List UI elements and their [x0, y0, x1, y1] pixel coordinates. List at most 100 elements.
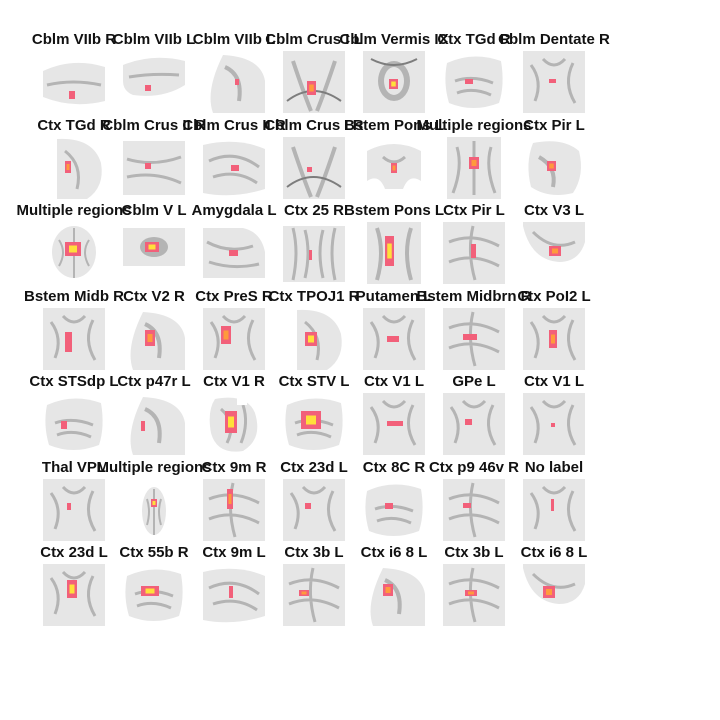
- brain-slice-panel: Bstem Pons L: [344, 117, 444, 203]
- brain-slice-icon: [523, 137, 585, 199]
- brain-slice-icon: [523, 222, 585, 284]
- brain-slice-icon: [43, 137, 105, 199]
- activation-blob: [141, 421, 145, 431]
- activation-blob: [145, 85, 151, 91]
- brain-slice-icon: [283, 136, 345, 199]
- brain-slice-icon: [283, 308, 345, 370]
- activation-blob: [465, 419, 472, 425]
- brain-slice-panel: Cblm VIIb L: [112, 31, 196, 117]
- activation-blob: [551, 423, 555, 427]
- brain-slice-icon: [283, 393, 345, 455]
- brain-slice-icon: [203, 393, 265, 455]
- activation-blob: [463, 333, 477, 340]
- brain-slice-panel: Ctx Pir L: [432, 202, 516, 288]
- brain-slice-panel: Multiple regions: [96, 459, 212, 545]
- brain-slice-icon: [123, 564, 185, 626]
- brain-slice-icon: [443, 478, 505, 541]
- brain-slice-icon: [203, 137, 265, 199]
- activation-blob: [145, 162, 151, 169]
- brain-slice-panel: Ctx 3b L: [272, 544, 356, 630]
- brain-slice-icon: [363, 51, 425, 113]
- activation-blob: [309, 250, 312, 260]
- brain-slice-icon: [443, 307, 505, 370]
- brain-slice-icon: [123, 479, 185, 541]
- activation-blob: [307, 166, 312, 172]
- brain-slice-icon: [43, 307, 105, 370]
- brain-slice-panel: GPe L: [432, 373, 516, 459]
- brain-slice-panel: Ctx PreS R: [192, 288, 276, 374]
- brain-slice-panel: Ctx V2 R: [112, 288, 196, 374]
- activation-blob: [231, 164, 239, 171]
- activation-blob: [229, 586, 233, 598]
- brain-slice-panel: Putamen L: [352, 288, 436, 374]
- brain-slice-icon: [283, 222, 345, 284]
- brain-slice-panel: Cblm Crus I R: [264, 117, 364, 203]
- brain-slice-icon: [443, 393, 505, 455]
- brain-slice-icon: [203, 307, 265, 370]
- brain-slice-panel: Ctx 23d L: [272, 459, 356, 545]
- brain-slice-icon: [43, 51, 105, 113]
- brain-slice-panel: Thal VPL: [32, 459, 116, 545]
- brain-slice-icon: [43, 478, 105, 541]
- activation-blob: [549, 79, 556, 83]
- brain-slice-icon: [123, 137, 185, 199]
- brain-slice-icon: [43, 222, 105, 284]
- brain-slice-panel: Cblm Dentate R: [498, 31, 610, 117]
- brain-slice-icon: [283, 564, 345, 626]
- activation-blob: [65, 331, 72, 352]
- brain-slice-icon: [123, 308, 185, 370]
- brain-slice-panel: Cblm VIIb R: [32, 31, 116, 117]
- brain-slice-icon: [443, 136, 505, 199]
- brain-slice-panel: Ctx i6 8 L: [512, 544, 596, 630]
- brain-slice-icon: [123, 222, 185, 284]
- brain-slice-icon: [443, 222, 505, 284]
- brain-slice-icon: [523, 51, 585, 113]
- brain-slice-panel: Ctx STV L: [272, 373, 356, 459]
- brain-slice-icon: [363, 222, 425, 284]
- brain-slice-panel: Cblm Crus II R: [182, 117, 286, 203]
- brain-slice-panel: Ctx 3b L: [432, 544, 516, 630]
- brain-slice-panel: Ctx i6 8 L: [352, 544, 436, 630]
- brain-slice-icon: [203, 51, 265, 113]
- activation-blob: [385, 502, 393, 509]
- activation-blob: [471, 244, 476, 258]
- brain-slice-panel: Cblm V L: [112, 202, 196, 288]
- brain-slice-icon: [523, 393, 585, 455]
- activation-blob: [67, 502, 71, 510]
- activation-blob: [465, 79, 473, 84]
- activation-blob: [235, 79, 239, 85]
- brain-slice-panel: Ctx TGd R: [432, 31, 516, 117]
- brain-slice-panel: Ctx p47r L: [112, 373, 196, 459]
- brain-slice-icon: [363, 307, 425, 370]
- brain-slice-icon: [363, 479, 425, 541]
- brain-slice-icon: [123, 393, 185, 455]
- activation-blob: [463, 502, 471, 508]
- brain-slice-panel: Ctx 8C R: [352, 459, 436, 545]
- brain-slice-panel: No label: [512, 459, 596, 545]
- activation-blob: [387, 335, 399, 342]
- brain-slice-icon: [523, 564, 585, 626]
- brain-slice-panel: Bstem Midb R: [24, 288, 124, 374]
- brain-slice-icon: [283, 51, 345, 113]
- brain-slice-panel: Ctx p9 46v R: [429, 459, 519, 545]
- activation-blob: [69, 91, 75, 99]
- brain-slice-icon: [43, 393, 105, 455]
- brain-slice-icon: [523, 307, 585, 370]
- brain-slice-panel: Ctx 55b R: [112, 544, 196, 630]
- brain-slice-panel: Ctx Pir L: [512, 117, 596, 203]
- brain-slice-icon: [203, 222, 265, 284]
- brain-slice-icon: [203, 478, 265, 541]
- brain-slice-icon: [523, 478, 585, 541]
- brain-slice-icon: [443, 51, 505, 113]
- brain-slice-panel: Cblm VIIb L: [192, 31, 276, 117]
- brain-slice-panel: Ctx 9m L: [192, 544, 276, 630]
- brain-slice-icon: [363, 137, 425, 199]
- brain-slice-panel: Ctx TPOJ1 R: [269, 288, 359, 374]
- brain-slice-panel: Ctx V1 R: [192, 373, 276, 459]
- brain-slice-panel: Multiple regions: [16, 202, 132, 288]
- activation-blob: [61, 421, 67, 429]
- brain-slice-icon: [203, 564, 265, 626]
- brain-slice-icon: [363, 393, 425, 455]
- brain-slice-icon: [443, 564, 505, 626]
- brain-slice-icon: [363, 564, 425, 626]
